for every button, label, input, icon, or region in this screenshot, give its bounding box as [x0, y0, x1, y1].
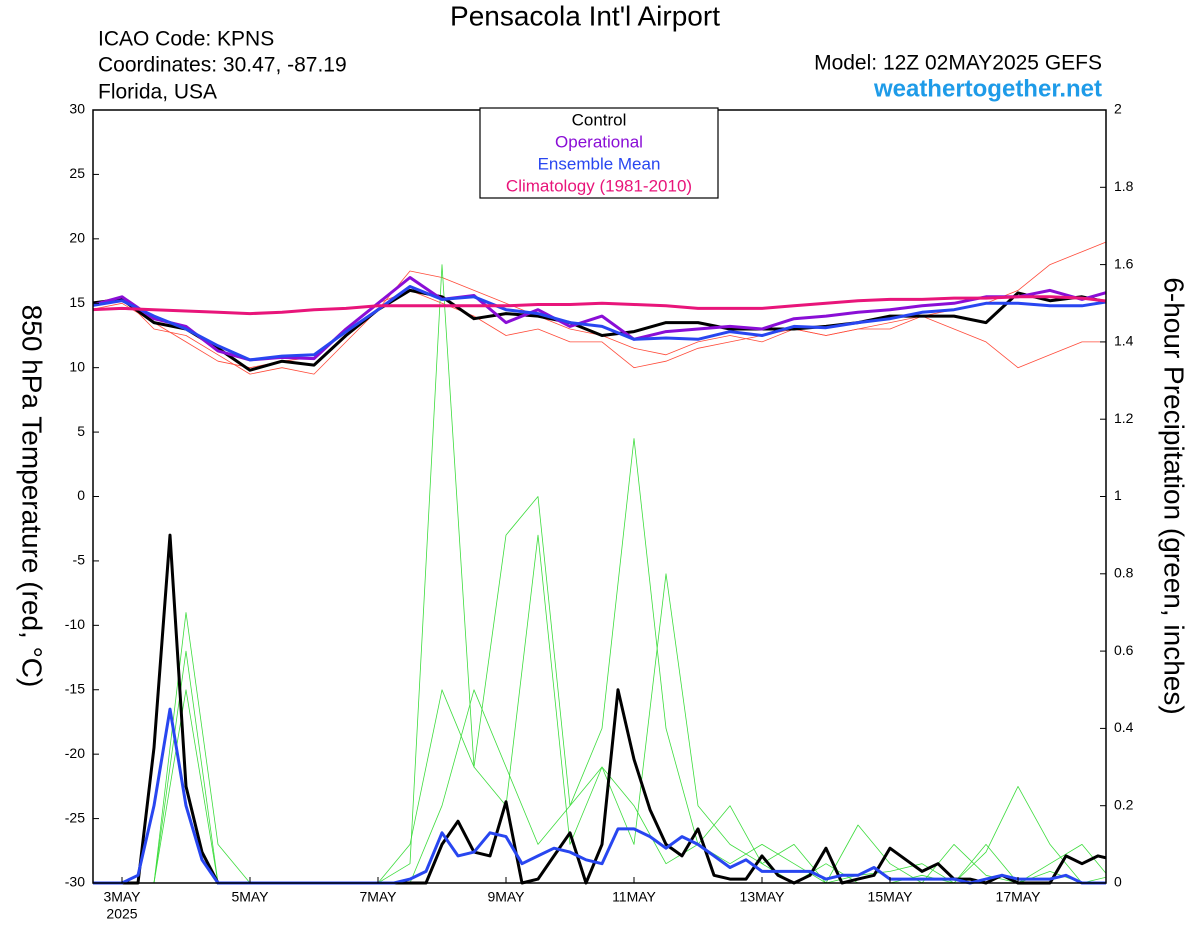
line [93, 288, 1106, 372]
y-tick-label: -25 [65, 809, 85, 825]
y-axis-label: 850 hPa Temperature (red, °C) [17, 305, 48, 688]
y-tick-label: -10 [65, 616, 85, 632]
y2-tick-label: 0.4 [1114, 719, 1134, 735]
y-tick-label: 0 [77, 487, 85, 503]
y-tick-label: 5 [77, 423, 85, 439]
line [93, 285, 1106, 362]
y2-tick-label: 1.4 [1114, 333, 1134, 349]
line [93, 290, 1106, 369]
x-tick-label: 15MAY [868, 889, 914, 905]
model-info: Model: 12Z 02MAY2025 GEFS [814, 52, 1102, 75]
legend-entry: Control [572, 110, 627, 129]
info-line: ICAO Code: KPNS [98, 28, 274, 51]
x-tick-label: 7MAY [359, 889, 397, 905]
y2-tick-label: 1.6 [1114, 255, 1134, 271]
x-tick-label: 5MAY [231, 889, 269, 905]
legend-entry: Ensemble Mean [538, 154, 661, 173]
y2-tick-label: 1.2 [1114, 410, 1134, 426]
legend: Control Operational Ensemble Mean Climatolo… [479, 107, 719, 199]
legend-entry: Operational [555, 132, 643, 151]
y-tick-label: -30 [65, 874, 85, 890]
legend-box [479, 107, 719, 199]
y-tick-label: 15 [69, 294, 85, 310]
y-tick-label: -15 [65, 680, 85, 696]
line [93, 295, 1106, 316]
legend-entry: Climatology (1981-2010) [506, 176, 692, 195]
y-tick-label: 30 [69, 101, 85, 117]
y2-tick-label: 1.8 [1114, 178, 1134, 194]
source: weathertogether.net [873, 75, 1102, 102]
y2-tick-label: 2 [1114, 101, 1122, 117]
y-tick-label: 25 [69, 165, 85, 181]
y2-tick-label: 0.8 [1114, 565, 1134, 581]
y2-tick-label: 1 [1114, 487, 1122, 503]
y-tick-label: 20 [69, 230, 85, 246]
axes: -30-25-20-15-10-505101520253000.20.40.60… [65, 101, 1134, 922]
info-line: Coordinates: 30.47, -87.19 [98, 54, 347, 77]
x-year-label: 2025 [106, 906, 137, 922]
y-tick-label: -20 [65, 745, 85, 761]
y-tick-label: 10 [69, 358, 85, 374]
y2-tick-label: 0.6 [1114, 642, 1134, 658]
y2-tick-label: 0.2 [1114, 796, 1134, 812]
y-tick-label: -5 [73, 552, 86, 568]
info-line: Florida, USA [98, 81, 217, 104]
chart-title: Pensacola Int'l Airport [450, 0, 720, 31]
x-tick-label: 3MAY [103, 889, 141, 905]
x-tick-label: 9MAY [487, 889, 525, 905]
x-tick-label: 13MAY [740, 889, 786, 905]
x-tick-label: 17MAY [996, 889, 1042, 905]
y2-axis-label: 6-hour Precipitation (green, inches) [1159, 277, 1190, 714]
x-tick-label: 11MAY [612, 889, 656, 905]
y2-tick-label: 0 [1114, 874, 1122, 890]
